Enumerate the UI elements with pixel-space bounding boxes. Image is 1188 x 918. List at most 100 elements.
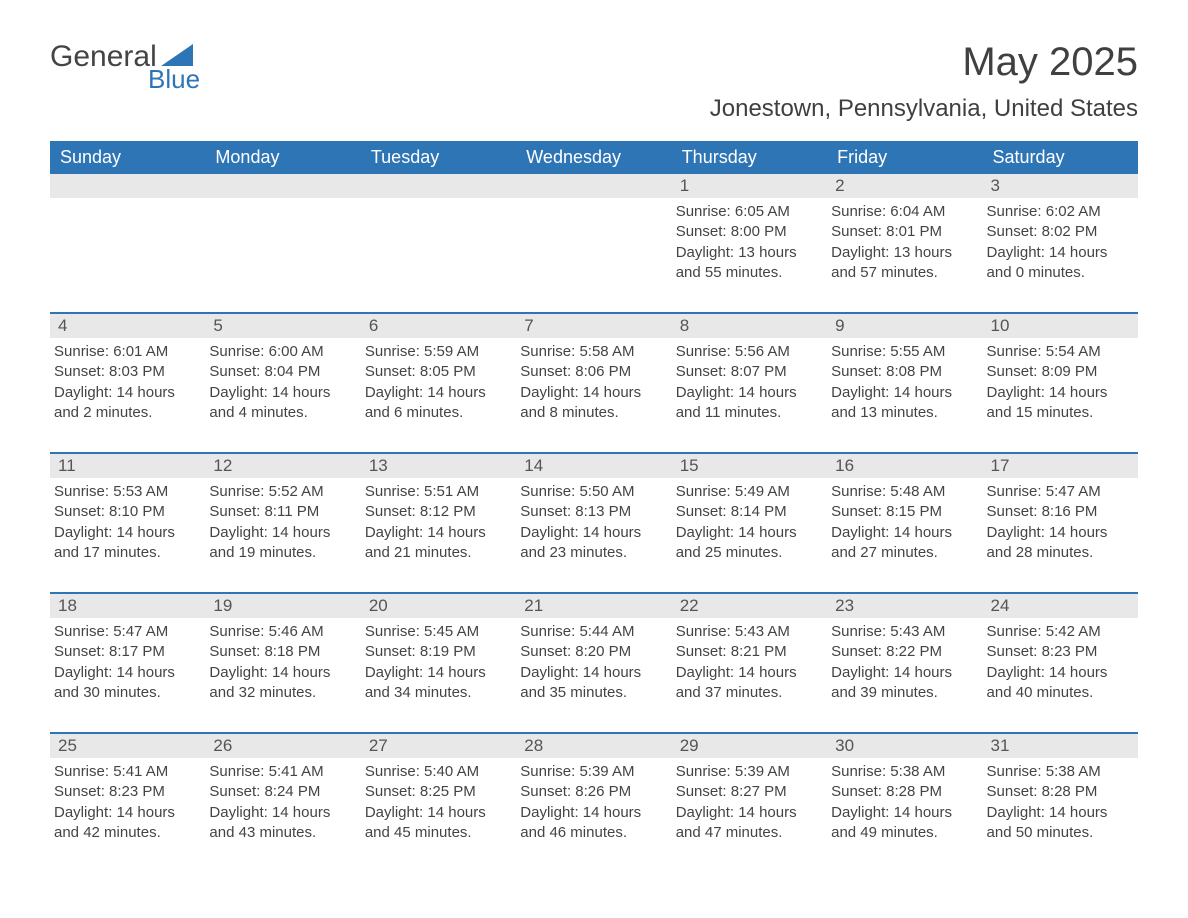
day-cell: 11Sunrise: 5:53 AMSunset: 8:10 PMDayligh… bbox=[50, 454, 205, 578]
day-content: Sunrise: 5:38 AMSunset: 8:28 PMDaylight:… bbox=[827, 758, 982, 845]
sunrise-text: Sunrise: 6:05 AM bbox=[676, 202, 821, 222]
day-number bbox=[50, 174, 205, 198]
week-row: 18Sunrise: 5:47 AMSunset: 8:17 PMDayligh… bbox=[50, 592, 1138, 718]
sunrise-text: Sunrise: 5:51 AM bbox=[365, 482, 510, 502]
day-number: 7 bbox=[516, 314, 671, 338]
day-cell bbox=[516, 174, 671, 298]
sunset-text: Sunset: 8:08 PM bbox=[831, 362, 976, 382]
sunset-text: Sunset: 8:20 PM bbox=[520, 642, 665, 662]
sunrise-text: Sunrise: 5:56 AM bbox=[676, 342, 821, 362]
day-cell: 21Sunrise: 5:44 AMSunset: 8:20 PMDayligh… bbox=[516, 594, 671, 718]
day-content: Sunrise: 5:49 AMSunset: 8:14 PMDaylight:… bbox=[672, 478, 827, 565]
daylight-text: Daylight: 14 hours and 37 minutes. bbox=[676, 663, 821, 704]
sunset-text: Sunset: 8:16 PM bbox=[987, 502, 1132, 522]
weeks-container: 1Sunrise: 6:05 AMSunset: 8:00 PMDaylight… bbox=[50, 174, 1138, 858]
day-number: 10 bbox=[983, 314, 1138, 338]
sunset-text: Sunset: 8:17 PM bbox=[54, 642, 199, 662]
sunset-text: Sunset: 8:27 PM bbox=[676, 782, 821, 802]
sunset-text: Sunset: 8:26 PM bbox=[520, 782, 665, 802]
day-cell bbox=[50, 174, 205, 298]
day-cell: 10Sunrise: 5:54 AMSunset: 8:09 PMDayligh… bbox=[983, 314, 1138, 438]
day-cell: 13Sunrise: 5:51 AMSunset: 8:12 PMDayligh… bbox=[361, 454, 516, 578]
sunset-text: Sunset: 8:03 PM bbox=[54, 362, 199, 382]
daylight-text: Daylight: 14 hours and 47 minutes. bbox=[676, 803, 821, 844]
day-content: Sunrise: 5:43 AMSunset: 8:22 PMDaylight:… bbox=[827, 618, 982, 705]
page-header: General Blue May 2025 Jonestown, Pennsyl… bbox=[50, 40, 1138, 123]
sunrise-text: Sunrise: 5:46 AM bbox=[209, 622, 354, 642]
day-content: Sunrise: 5:53 AMSunset: 8:10 PMDaylight:… bbox=[50, 478, 205, 565]
logo-sub-text: Blue bbox=[148, 64, 200, 95]
day-cell: 7Sunrise: 5:58 AMSunset: 8:06 PMDaylight… bbox=[516, 314, 671, 438]
daylight-text: Daylight: 14 hours and 35 minutes. bbox=[520, 663, 665, 704]
day-content: Sunrise: 6:00 AMSunset: 8:04 PMDaylight:… bbox=[205, 338, 360, 425]
day-number: 21 bbox=[516, 594, 671, 618]
header-friday: Friday bbox=[827, 141, 982, 174]
day-cell bbox=[205, 174, 360, 298]
day-cell: 4Sunrise: 6:01 AMSunset: 8:03 PMDaylight… bbox=[50, 314, 205, 438]
daylight-text: Daylight: 14 hours and 50 minutes. bbox=[987, 803, 1132, 844]
sunrise-text: Sunrise: 5:53 AM bbox=[54, 482, 199, 502]
day-number: 20 bbox=[361, 594, 516, 618]
daylight-text: Daylight: 14 hours and 49 minutes. bbox=[831, 803, 976, 844]
logo-main-text: General bbox=[50, 40, 157, 74]
sunset-text: Sunset: 8:04 PM bbox=[209, 362, 354, 382]
sunrise-text: Sunrise: 6:04 AM bbox=[831, 202, 976, 222]
daylight-text: Daylight: 14 hours and 45 minutes. bbox=[365, 803, 510, 844]
day-number: 26 bbox=[205, 734, 360, 758]
header-sunday: Sunday bbox=[50, 141, 205, 174]
sunset-text: Sunset: 8:12 PM bbox=[365, 502, 510, 522]
calendar: Sunday Monday Tuesday Wednesday Thursday… bbox=[50, 141, 1138, 858]
daylight-text: Daylight: 14 hours and 19 minutes. bbox=[209, 523, 354, 564]
day-content: Sunrise: 5:59 AMSunset: 8:05 PMDaylight:… bbox=[361, 338, 516, 425]
day-number: 4 bbox=[50, 314, 205, 338]
month-title: May 2025 bbox=[710, 40, 1138, 85]
sunrise-text: Sunrise: 5:39 AM bbox=[520, 762, 665, 782]
sunrise-text: Sunrise: 5:41 AM bbox=[209, 762, 354, 782]
day-cell: 6Sunrise: 5:59 AMSunset: 8:05 PMDaylight… bbox=[361, 314, 516, 438]
day-cell: 14Sunrise: 5:50 AMSunset: 8:13 PMDayligh… bbox=[516, 454, 671, 578]
daylight-text: Daylight: 13 hours and 57 minutes. bbox=[831, 243, 976, 284]
sunrise-text: Sunrise: 5:43 AM bbox=[831, 622, 976, 642]
day-number: 12 bbox=[205, 454, 360, 478]
day-cell: 9Sunrise: 5:55 AMSunset: 8:08 PMDaylight… bbox=[827, 314, 982, 438]
sunset-text: Sunset: 8:02 PM bbox=[987, 222, 1132, 242]
sunset-text: Sunset: 8:21 PM bbox=[676, 642, 821, 662]
sunset-text: Sunset: 8:15 PM bbox=[831, 502, 976, 522]
day-content: Sunrise: 5:42 AMSunset: 8:23 PMDaylight:… bbox=[983, 618, 1138, 705]
daylight-text: Daylight: 14 hours and 0 minutes. bbox=[987, 243, 1132, 284]
day-number: 16 bbox=[827, 454, 982, 478]
day-number: 13 bbox=[361, 454, 516, 478]
sunset-text: Sunset: 8:19 PM bbox=[365, 642, 510, 662]
day-number: 1 bbox=[672, 174, 827, 198]
sunset-text: Sunset: 8:28 PM bbox=[831, 782, 976, 802]
sunset-text: Sunset: 8:14 PM bbox=[676, 502, 821, 522]
day-cell: 28 Sunrise: 5:39 AMSunset: 8:26 PMDayligh… bbox=[516, 734, 671, 858]
sunset-text: Sunset: 8:06 PM bbox=[520, 362, 665, 382]
sunrise-text: Sunrise: 5:52 AM bbox=[209, 482, 354, 502]
daylight-text: Daylight: 14 hours and 46 minutes. bbox=[520, 803, 665, 844]
sunrise-text: Sunrise: 6:00 AM bbox=[209, 342, 354, 362]
header-monday: Monday bbox=[205, 141, 360, 174]
day-content: Sunrise: 5:47 AMSunset: 8:16 PMDaylight:… bbox=[983, 478, 1138, 565]
day-cell: 29Sunrise: 5:39 AMSunset: 8:27 PMDayligh… bbox=[672, 734, 827, 858]
header-saturday: Saturday bbox=[983, 141, 1138, 174]
day-cell: 5Sunrise: 6:00 AMSunset: 8:04 PMDaylight… bbox=[205, 314, 360, 438]
day-number: 3 bbox=[983, 174, 1138, 198]
sunrise-text: Sunrise: 5:59 AM bbox=[365, 342, 510, 362]
daylight-text: Daylight: 14 hours and 32 minutes. bbox=[209, 663, 354, 704]
day-cell: 8Sunrise: 5:56 AMSunset: 8:07 PMDaylight… bbox=[672, 314, 827, 438]
daylight-text: Daylight: 14 hours and 8 minutes. bbox=[520, 383, 665, 424]
day-cell: 25Sunrise: 5:41 AMSunset: 8:23 PMDayligh… bbox=[50, 734, 205, 858]
day-content: Sunrise: 6:05 AMSunset: 8:00 PMDaylight:… bbox=[672, 198, 827, 285]
day-content: Sunrise: 5:48 AMSunset: 8:15 PMDaylight:… bbox=[827, 478, 982, 565]
day-number: 24 bbox=[983, 594, 1138, 618]
day-cell: 12Sunrise: 5:52 AMSunset: 8:11 PMDayligh… bbox=[205, 454, 360, 578]
week-row: 11Sunrise: 5:53 AMSunset: 8:10 PMDayligh… bbox=[50, 452, 1138, 578]
day-number bbox=[361, 174, 516, 198]
day-content: Sunrise: 5:54 AMSunset: 8:09 PMDaylight:… bbox=[983, 338, 1138, 425]
sunset-text: Sunset: 8:24 PM bbox=[209, 782, 354, 802]
day-number: 28 bbox=[516, 734, 671, 758]
day-content: Sunrise: 5:51 AMSunset: 8:12 PMDaylight:… bbox=[361, 478, 516, 565]
day-content: Sunrise: 5:43 AMSunset: 8:21 PMDaylight:… bbox=[672, 618, 827, 705]
day-number: 23 bbox=[827, 594, 982, 618]
